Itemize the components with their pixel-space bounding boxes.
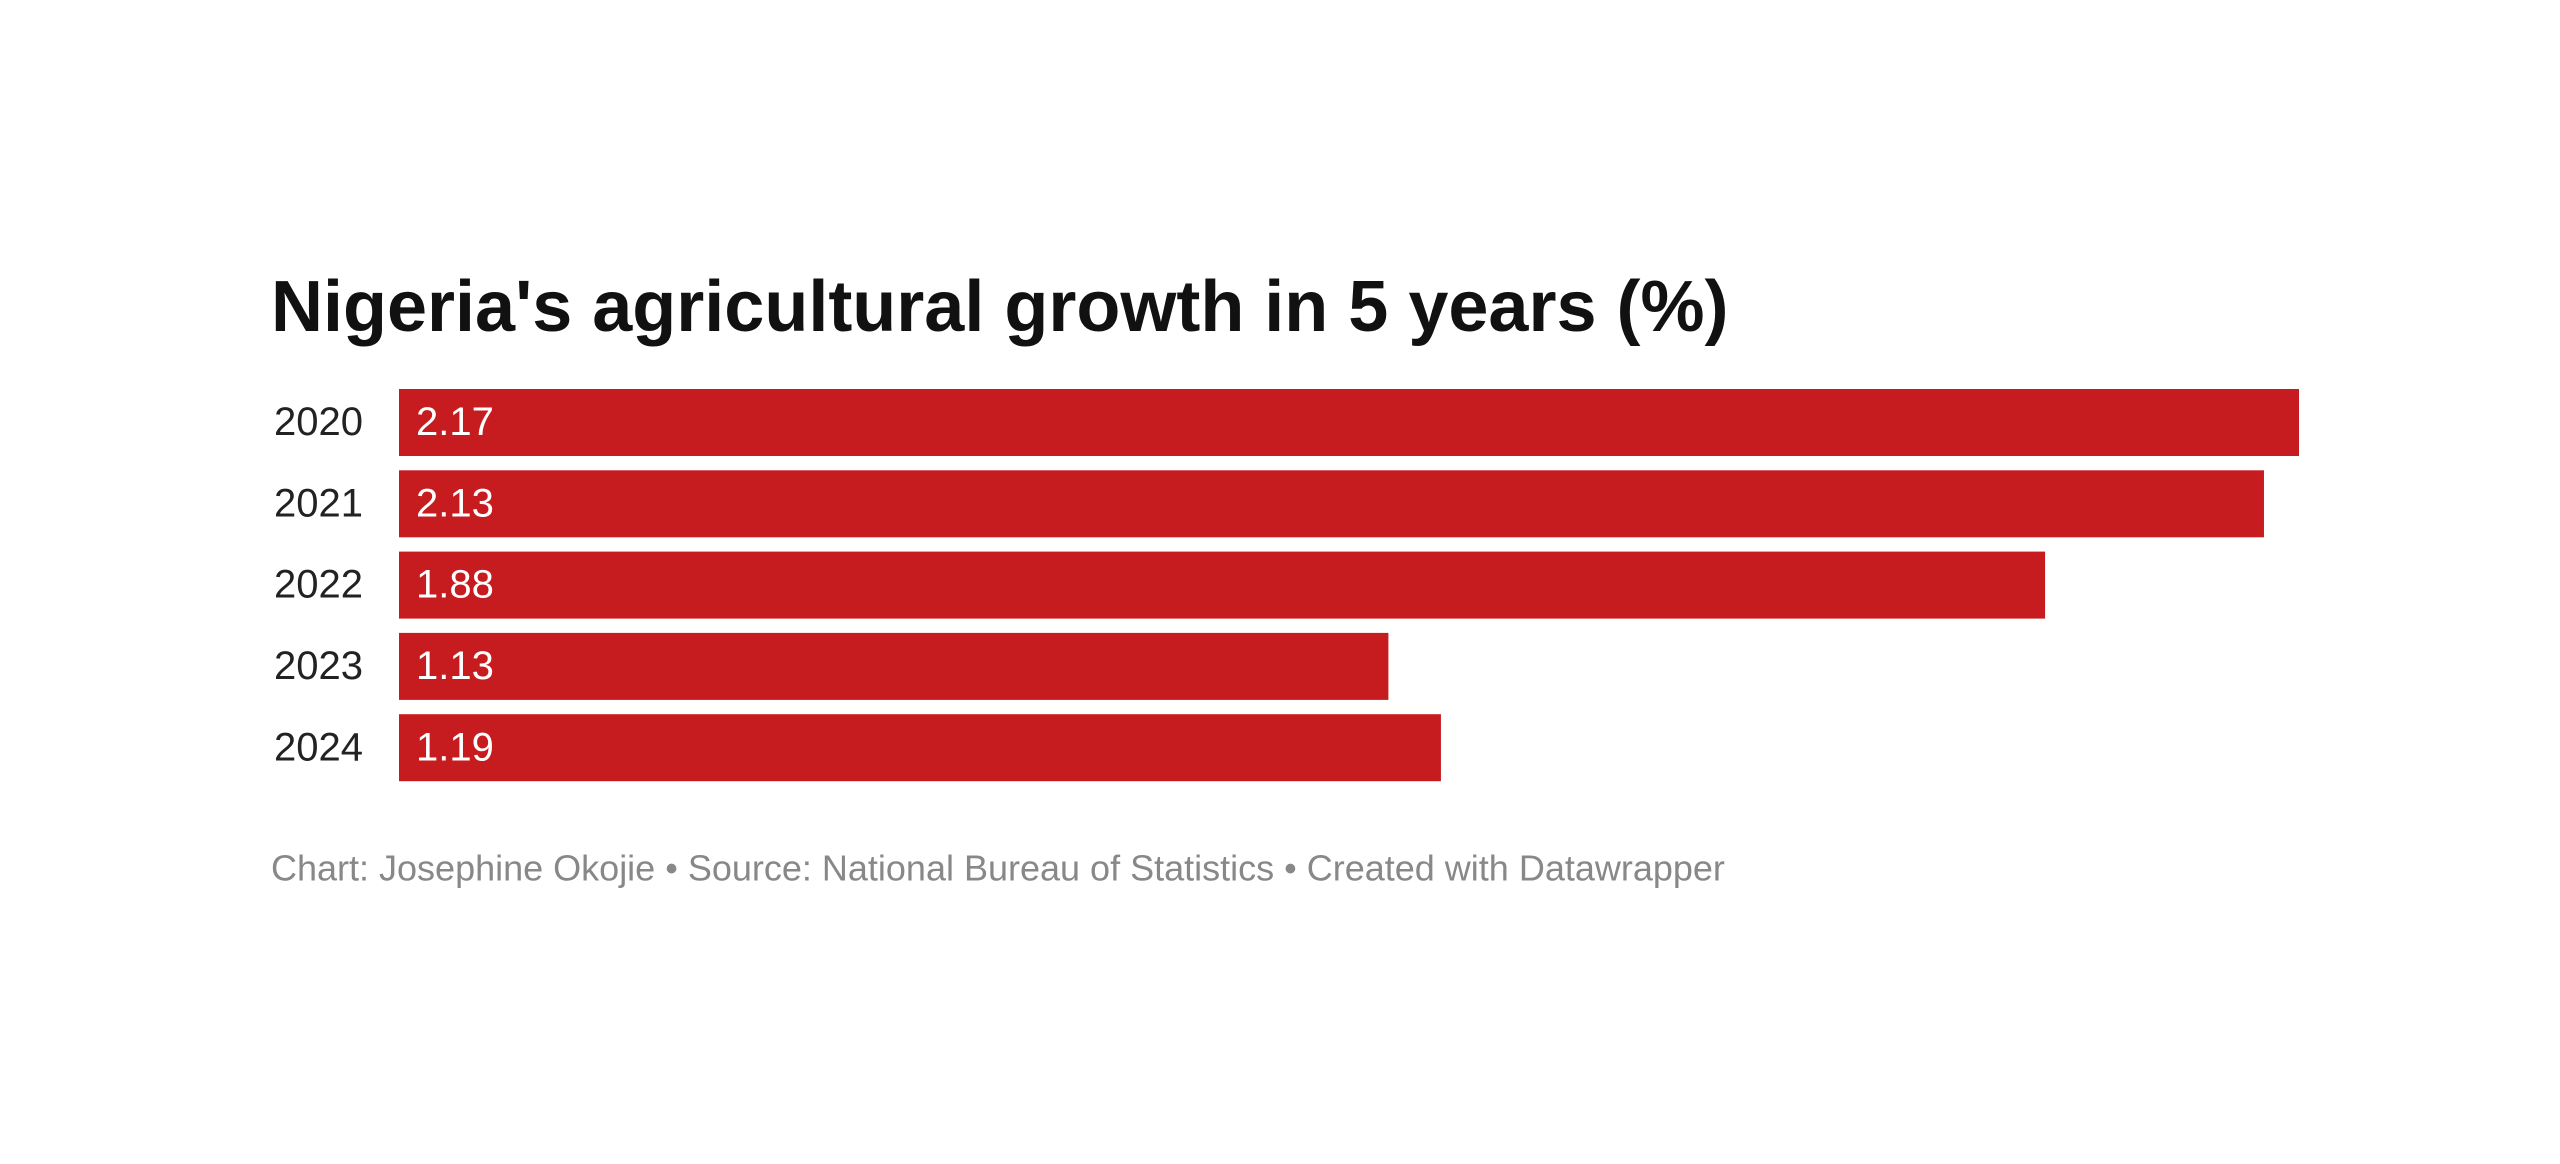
category-label: 2024 (274, 725, 363, 769)
bar (399, 632, 1389, 700)
category-label: 2022 (274, 563, 363, 607)
category-label: 2023 (274, 644, 363, 688)
value-label: 1.88 (416, 563, 494, 607)
bar (399, 714, 1441, 782)
bar (399, 551, 2046, 619)
value-label: 2.17 (416, 400, 494, 444)
bar (399, 470, 2264, 538)
chart-title: Nigeria's agricultural growth in 5 years… (271, 267, 1729, 347)
value-label: 2.13 (416, 481, 494, 525)
bar (399, 389, 2299, 456)
footer: Chart: Josephine Okojie • Source: Nation… (271, 848, 1725, 889)
category-label: 2020 (274, 400, 363, 444)
value-label: 1.13 (416, 644, 494, 688)
value-label: 1.19 (416, 725, 494, 769)
category-label: 2021 (274, 481, 363, 525)
